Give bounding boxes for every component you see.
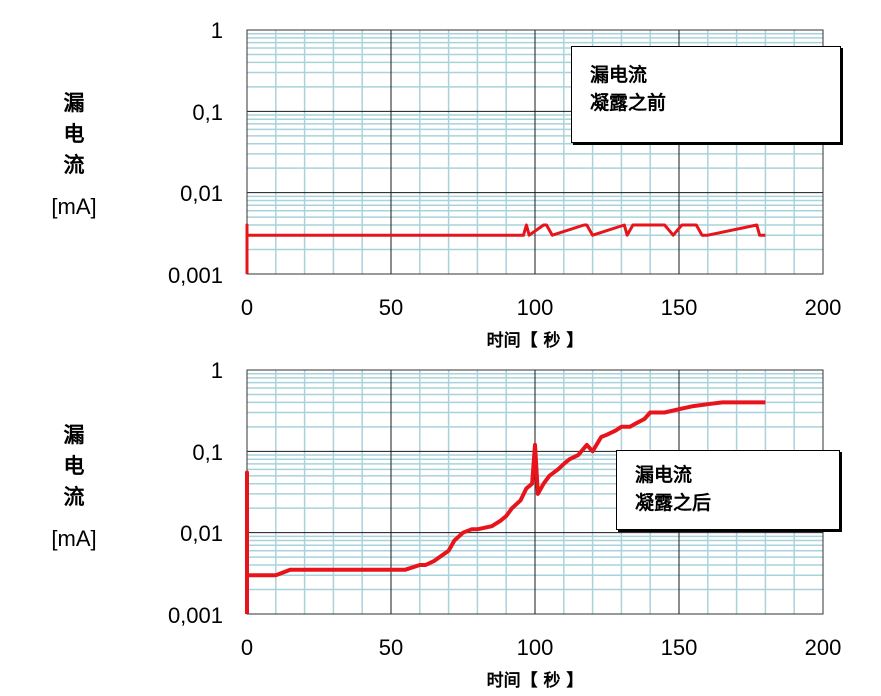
x-tick-100: 100 [516,295,554,320]
y-tick-0-001: 0,001 [167,603,223,628]
x-tick-150: 150 [660,295,698,320]
legend-line-1: 漏电流 [590,64,648,86]
legend-line-2: 凝露之前 [590,92,667,114]
y-label-char: 漏 [63,423,85,447]
y-label-char: 流 [63,153,85,177]
plot-area-after [245,369,824,615]
x-tick-0: 0 [240,635,254,660]
legend-line-1: 漏电流 [635,464,693,486]
x-tick-50: 50 [378,295,404,320]
y-label-char: 电 [63,454,85,478]
y-axis-unit: [mA] [51,526,97,551]
y-tick-0-1: 0,1 [192,440,223,465]
x-axis-label: 时间【 秒 】 [486,331,584,351]
data-series-line [245,400,766,614]
data-series-line [245,223,766,274]
x-tick-50: 50 [378,635,404,660]
y-axis-label: 漏 电 流 [mA] [48,88,100,222]
y-tick-0-001: 0,001 [167,263,223,288]
legend-box: 漏电流 凝露之后 [616,450,840,530]
x-tick-100: 100 [516,635,554,660]
y-label-char: 漏 [63,91,85,115]
chart-before-condensation: 漏 电 流 [mA] 1 0,1 0,01 0,001 0 50 100 150… [48,18,842,351]
y-axis-unit: [mA] [51,194,97,219]
x-tick-200: 200 [804,635,842,660]
chart-after-condensation: 漏 电 流 [mA] 1 0,1 0,01 0,001 0 50 100 150… [0,340,881,691]
y-tick-1: 1 [210,358,223,383]
y-tick-0-01: 0,01 [180,181,223,206]
legend-box: 漏电流 凝露之前 [571,46,841,143]
x-tick-150: 150 [660,635,698,660]
y-label-char: 电 [63,122,85,146]
legend-line-2: 凝露之后 [635,492,712,514]
y-axis-label: 漏 电 流 [mA] [48,420,100,554]
y-tick-1: 1 [210,18,223,43]
x-tick-0: 0 [240,295,254,320]
y-tick-0-01: 0,01 [180,521,223,546]
x-axis-label: 时间【 秒 】 [486,671,584,691]
x-tick-200: 200 [804,295,842,320]
y-tick-0-1: 0,1 [192,100,223,125]
y-label-char: 流 [63,485,85,509]
